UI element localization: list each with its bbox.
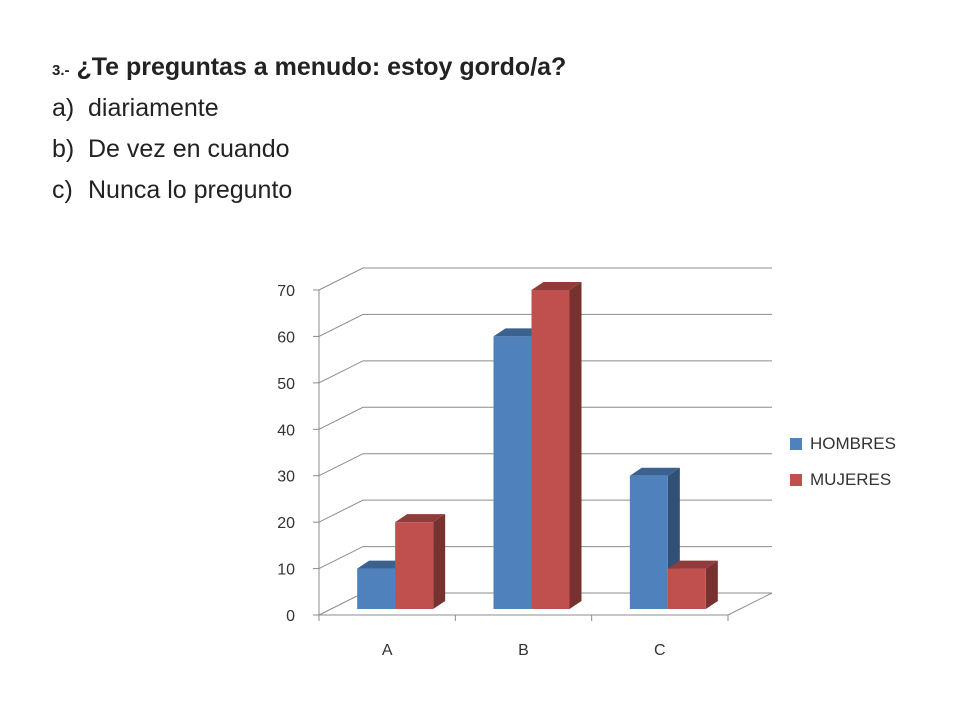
- option-c: c) Nunca lo pregunto: [52, 170, 932, 211]
- bar-top-mujeres-c: [667, 560, 718, 569]
- option-letter: a): [52, 94, 75, 122]
- option-letter: b): [52, 135, 75, 163]
- option-b: b) De vez en cuando: [52, 129, 932, 170]
- bar-hombres-b: [493, 336, 532, 609]
- legend-item-mujeres: MUJERES: [790, 462, 896, 498]
- question-title: 3.- ¿Te preguntas a menudo: estoy gordo/…: [52, 50, 932, 88]
- bar-top-mujeres-a: [395, 514, 446, 523]
- bar-mujeres-b: [531, 290, 570, 609]
- y-tick-label: 10: [277, 562, 295, 579]
- y-tick-label: 40: [277, 422, 295, 439]
- bar-top-mujeres-b: [531, 282, 582, 290]
- bar-hombres-c: [629, 475, 668, 609]
- chart-legend: HOMBRES MUJERES: [790, 426, 896, 498]
- option-a: a) diariamente: [52, 88, 932, 129]
- legend-label-mujeres: MUJERES: [810, 470, 892, 489]
- bar-side-mujeres-c: [705, 560, 718, 609]
- bar-top-hombres-c: [629, 467, 680, 476]
- legend-label-hombres: HOMBRES: [810, 434, 896, 453]
- bar-top-hombres-b: [493, 328, 544, 337]
- legend-swatch-mujeres: [790, 474, 802, 486]
- bar-top-hombres-a: [357, 560, 408, 569]
- option-text: diariamente: [88, 94, 219, 122]
- y-tick-label: 0: [286, 608, 295, 625]
- question-block: 3.- ¿Te preguntas a menudo: estoy gordo/…: [52, 50, 932, 211]
- bar-side-mujeres-a: [433, 514, 446, 609]
- floor-edge: [727, 592, 773, 616]
- question-text: ¿Te preguntas a menudo: estoy gordo/a?: [76, 53, 567, 81]
- y-tick-label: 70: [277, 283, 295, 300]
- bar-mujeres-a: [395, 522, 434, 609]
- x-tick-label: C: [654, 642, 666, 659]
- gridline: [318, 313, 772, 337]
- gridline: [318, 267, 772, 291]
- gridline: [318, 406, 772, 430]
- option-text: Nunca lo pregunto: [88, 176, 293, 204]
- option-letter: c): [52, 176, 73, 204]
- legend-item-hombres: HOMBRES: [790, 426, 896, 462]
- y-tick-label: 50: [277, 376, 295, 393]
- x-tick-label: A: [382, 642, 393, 659]
- gridline: [318, 453, 772, 477]
- y-tick-label: 20: [277, 515, 295, 532]
- question-number: 3.-: [52, 62, 70, 79]
- y-tick-label: 60: [277, 329, 295, 346]
- legend-swatch-hombres: [790, 438, 802, 450]
- x-tick-label: B: [518, 642, 529, 659]
- bar-side-mujeres-b: [569, 282, 582, 609]
- option-text: De vez en cuando: [88, 135, 290, 163]
- y-tick-label: 30: [277, 469, 295, 486]
- bar-mujeres-c: [667, 568, 706, 609]
- bar-hombres-a: [357, 568, 396, 609]
- gridline: [318, 360, 772, 384]
